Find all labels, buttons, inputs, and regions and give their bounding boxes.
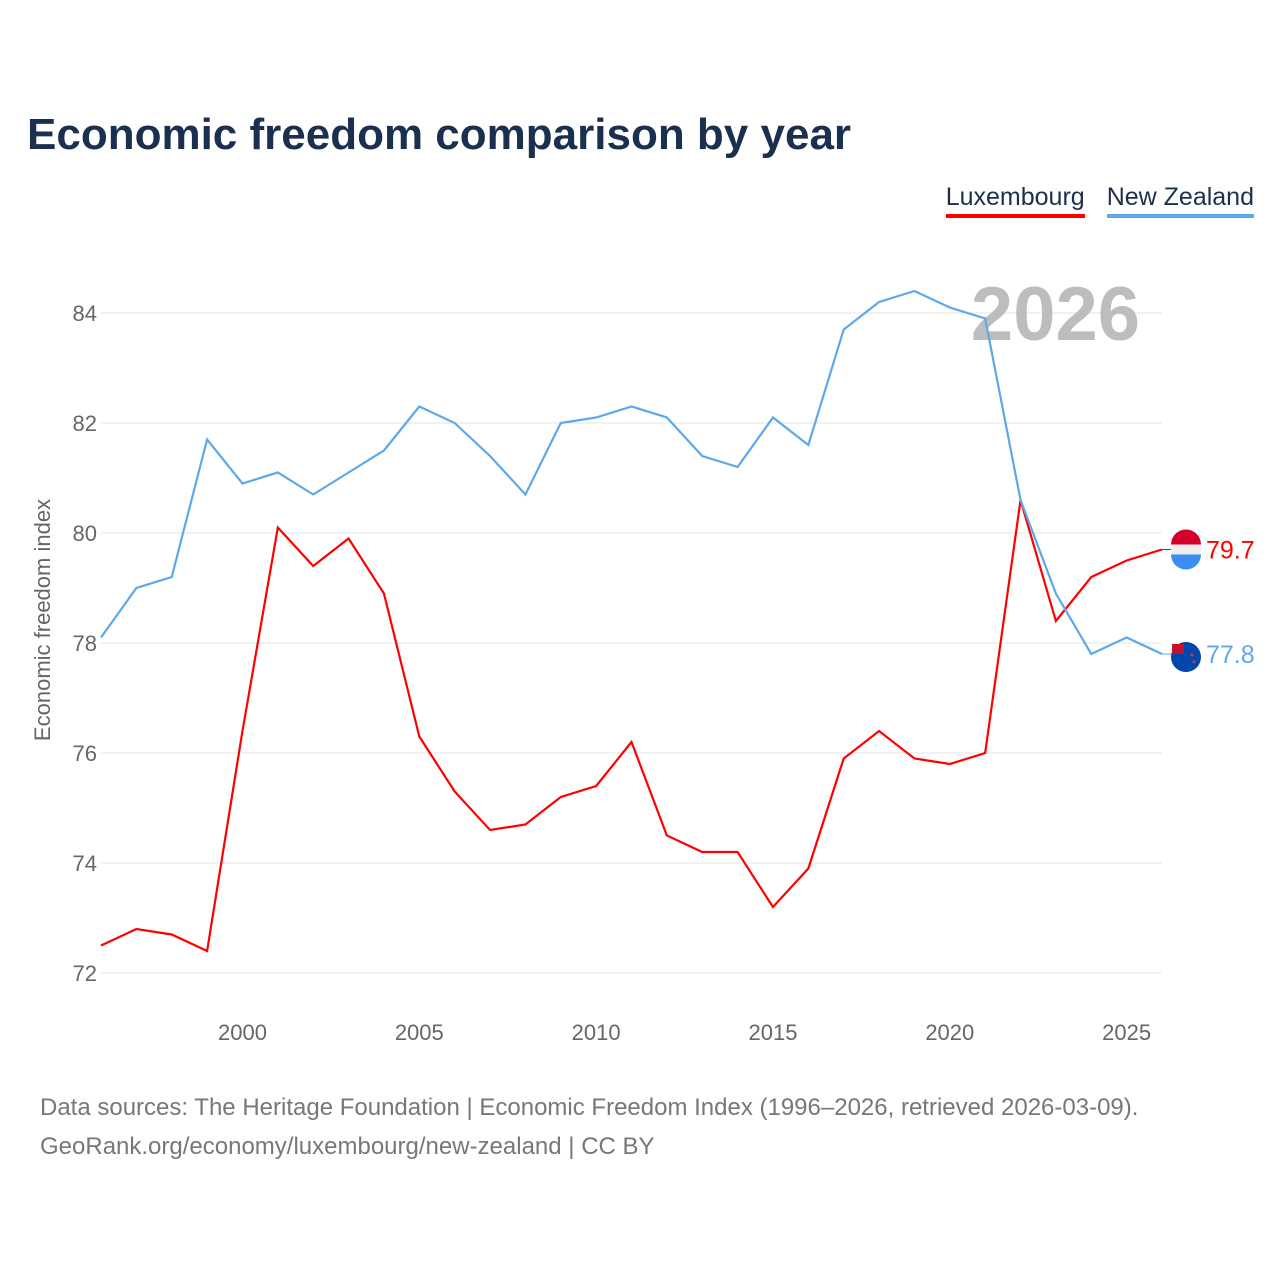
x-tick-label: 2000 bbox=[218, 1020, 267, 1045]
legend-item-luxembourg[interactable]: Luxembourg bbox=[945, 183, 1085, 218]
flag-stripe-red bbox=[1171, 529, 1201, 545]
y-tick-label: 80 bbox=[73, 521, 97, 546]
flag-star bbox=[1190, 653, 1194, 657]
end-value-label: 79.7 bbox=[1206, 537, 1255, 565]
x-tick-label: 2025 bbox=[1102, 1020, 1151, 1045]
legend: Luxembourg New Zealand bbox=[945, 183, 1254, 218]
y-tick-label: 78 bbox=[73, 631, 97, 656]
x-tick-label: 2005 bbox=[395, 1020, 444, 1045]
x-tick-label: 2020 bbox=[925, 1020, 974, 1045]
source-note: Data sources: The Heritage Foundation | … bbox=[40, 1088, 1138, 1166]
y-tick-label: 76 bbox=[73, 741, 97, 766]
x-tick-label: 2015 bbox=[748, 1020, 797, 1045]
legend-item-new-zealand[interactable]: New Zealand bbox=[1106, 183, 1254, 218]
flag-star bbox=[1192, 660, 1196, 664]
series-line-luxembourg bbox=[100, 499, 1163, 953]
series-line-new-zealand bbox=[100, 289, 1163, 656]
source-line-2[interactable]: GeoRank.org/economy/luxembourg/new-zeala… bbox=[40, 1133, 655, 1160]
y-tick-label: 74 bbox=[73, 851, 97, 876]
y-tick-label: 84 bbox=[73, 301, 97, 326]
y-tick-label: 82 bbox=[73, 411, 97, 436]
y-axis-label: Economic freedom index bbox=[30, 499, 55, 741]
flag-union-jack bbox=[1172, 644, 1184, 654]
year-watermark: 2026 bbox=[971, 272, 1140, 357]
end-value-label: 77.8 bbox=[1206, 641, 1255, 669]
x-tick-label: 2010 bbox=[572, 1020, 621, 1045]
source-line-1: Data sources: The Heritage Foundation | … bbox=[40, 1094, 1139, 1121]
flag-stripe-blue bbox=[1171, 554, 1201, 570]
y-tick-label: 72 bbox=[73, 961, 97, 986]
chart-title: Economic freedom comparison by year bbox=[27, 110, 852, 159]
